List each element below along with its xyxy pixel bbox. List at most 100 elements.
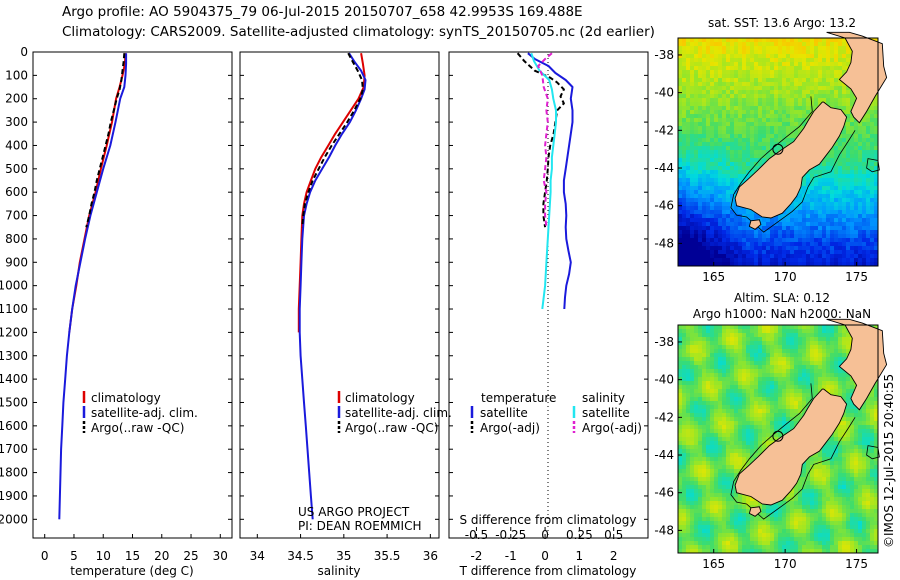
map-cell xyxy=(818,349,823,354)
map-cell xyxy=(762,142,767,147)
map-cell xyxy=(822,365,827,370)
map-cell xyxy=(690,202,695,207)
map-cell xyxy=(822,186,827,191)
map-cell xyxy=(834,154,839,159)
map-cell xyxy=(690,333,695,338)
map-cell xyxy=(714,142,719,147)
map-cell xyxy=(802,70,807,75)
map-cell xyxy=(858,222,863,227)
map-cell xyxy=(842,242,847,247)
map-cell xyxy=(734,425,739,430)
map-cell xyxy=(782,325,787,330)
map-cell xyxy=(706,429,711,434)
map-cell xyxy=(830,162,835,167)
map-cell xyxy=(686,118,691,123)
map-cell xyxy=(850,150,855,155)
map-cell xyxy=(762,389,767,394)
x-tick-label: 35 xyxy=(336,549,351,563)
map-cell xyxy=(722,142,727,147)
map-cell xyxy=(710,90,715,95)
map-cell xyxy=(810,341,815,346)
map-cell xyxy=(766,130,771,135)
map-cell xyxy=(714,186,719,191)
map-cell xyxy=(774,42,779,47)
map-cell xyxy=(682,357,687,362)
map-cell xyxy=(866,453,871,458)
map-cell xyxy=(698,421,703,426)
map-cell xyxy=(798,218,803,223)
map-cell xyxy=(694,78,699,83)
map-cell xyxy=(726,122,731,127)
map-cell xyxy=(842,449,847,454)
map-cell xyxy=(850,178,855,183)
map-cell xyxy=(774,345,779,350)
map-cell xyxy=(790,66,795,71)
map-cell xyxy=(866,146,871,151)
map-cell xyxy=(702,202,707,207)
map-cell xyxy=(726,218,731,223)
map-cell xyxy=(798,234,803,239)
legend-label-climatology: climatology xyxy=(91,391,161,405)
map-cell xyxy=(818,86,823,91)
map-cell xyxy=(698,385,703,390)
map-cell xyxy=(702,138,707,143)
map-cell xyxy=(694,234,699,239)
map-cell xyxy=(734,58,739,63)
map-cell xyxy=(718,361,723,366)
map-cell xyxy=(738,206,743,211)
map-cell xyxy=(850,186,855,191)
map-cell xyxy=(802,262,807,267)
map-cell xyxy=(862,190,867,195)
map-cell xyxy=(790,353,795,358)
map-cell xyxy=(714,437,719,442)
map-cell xyxy=(722,333,727,338)
map-cell xyxy=(678,38,683,43)
map-cell xyxy=(870,222,875,227)
map-cell xyxy=(750,353,755,358)
map-cell xyxy=(778,58,783,63)
map-cell xyxy=(794,242,799,247)
x-tick-label: 30 xyxy=(213,549,228,563)
map-cell xyxy=(718,389,723,394)
map-cell xyxy=(786,373,791,378)
map-cell xyxy=(810,469,815,474)
map-cell xyxy=(770,385,775,390)
map-cell xyxy=(850,453,855,458)
map-cell xyxy=(774,361,779,366)
map-cell xyxy=(726,106,731,111)
map-cell xyxy=(854,242,859,247)
map-cell xyxy=(778,345,783,350)
map-cell xyxy=(686,182,691,187)
map-cell xyxy=(710,154,715,159)
map-cell xyxy=(746,94,751,99)
map-cell xyxy=(710,130,715,135)
map-cell xyxy=(786,329,791,334)
map-cell xyxy=(770,405,775,410)
map-cell xyxy=(810,210,815,215)
map-cell xyxy=(818,226,823,231)
map-cell xyxy=(714,329,719,334)
map-cell xyxy=(770,66,775,71)
map-cell xyxy=(870,461,875,466)
map-cell xyxy=(746,337,751,342)
map-cell xyxy=(678,178,683,183)
map-cell xyxy=(750,134,755,139)
map-cell xyxy=(754,50,759,55)
map-cell xyxy=(874,381,879,386)
map-cell xyxy=(798,130,803,135)
map-cell xyxy=(858,445,863,450)
map-cell xyxy=(682,126,687,131)
map-cell xyxy=(738,98,743,103)
map-cell xyxy=(834,158,839,163)
map-cell xyxy=(746,102,751,107)
map-cell xyxy=(862,250,867,255)
map-cell xyxy=(854,437,859,442)
map-cell xyxy=(682,325,687,330)
map-cell xyxy=(846,453,851,458)
map-cell xyxy=(690,50,695,55)
map-cell xyxy=(682,421,687,426)
map-cell xyxy=(770,417,775,422)
map-cell xyxy=(786,114,791,119)
map-cell xyxy=(690,461,695,466)
map-cell xyxy=(834,170,839,175)
